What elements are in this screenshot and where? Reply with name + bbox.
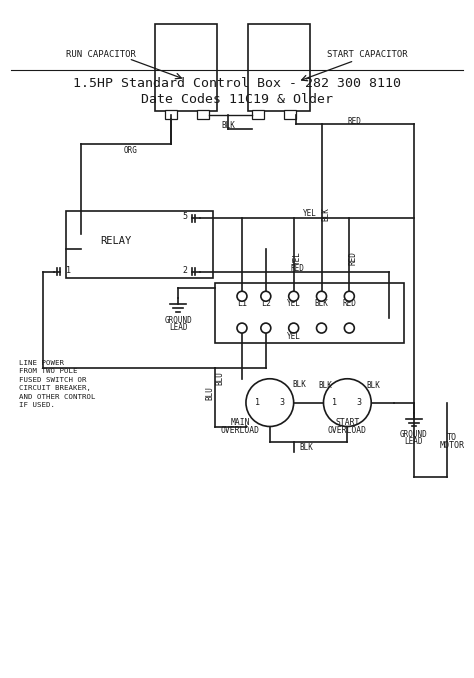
Text: BLU: BLU — [206, 386, 215, 399]
Bar — [252, 111, 264, 119]
Text: START CAPACITOR: START CAPACITOR — [327, 50, 408, 59]
Text: RUN CAPACITOR: RUN CAPACITOR — [66, 50, 136, 59]
Bar — [248, 24, 310, 111]
Bar — [284, 111, 296, 119]
Text: MAIN: MAIN — [230, 418, 250, 427]
Text: TO: TO — [447, 433, 457, 442]
Text: L2: L2 — [261, 299, 271, 308]
Text: BLK: BLK — [300, 443, 313, 452]
Text: L1: L1 — [237, 299, 247, 308]
Circle shape — [237, 323, 247, 333]
Circle shape — [246, 379, 294, 426]
Circle shape — [345, 292, 354, 301]
Text: Date Codes 11C19 & Older: Date Codes 11C19 & Older — [141, 93, 333, 106]
Text: 5: 5 — [183, 212, 188, 221]
Text: OVERLOAD: OVERLOAD — [328, 426, 367, 435]
Text: LINE POWER
FROM TWO POLE
FUSED SWITCH OR
CIRCUIT BREAKER,
AND OTHER CONTROL
IF U: LINE POWER FROM TWO POLE FUSED SWITCH OR… — [19, 360, 96, 408]
Text: YEL: YEL — [287, 332, 301, 340]
Text: RED: RED — [349, 252, 358, 265]
Text: LEAD: LEAD — [405, 437, 423, 446]
Text: RELAY: RELAY — [100, 235, 131, 245]
Bar — [197, 111, 209, 119]
Text: BLK: BLK — [319, 381, 332, 391]
Bar — [165, 111, 177, 119]
Bar — [66, 211, 213, 279]
Circle shape — [261, 292, 271, 301]
Text: RED: RED — [342, 299, 356, 308]
Text: ORG: ORG — [124, 146, 137, 155]
Text: BLK: BLK — [221, 121, 235, 129]
Text: RED: RED — [347, 117, 361, 126]
Text: 1.5HP Standard Control Box - 282 300 8110: 1.5HP Standard Control Box - 282 300 811… — [73, 77, 401, 90]
Bar — [155, 24, 217, 111]
Circle shape — [317, 323, 327, 333]
Text: BLK: BLK — [292, 380, 307, 389]
Text: START: START — [335, 418, 360, 427]
Text: GROUND: GROUND — [164, 316, 192, 325]
Text: LEAD: LEAD — [169, 323, 188, 332]
Bar — [215, 283, 404, 343]
Text: 1    3: 1 3 — [332, 398, 362, 407]
Text: BLK: BLK — [315, 299, 328, 308]
Circle shape — [289, 292, 299, 301]
Circle shape — [317, 292, 327, 301]
Circle shape — [237, 292, 247, 301]
Circle shape — [261, 323, 271, 333]
Text: OVERLOAD: OVERLOAD — [220, 426, 259, 435]
Circle shape — [323, 379, 371, 426]
Circle shape — [289, 323, 299, 333]
Circle shape — [345, 323, 354, 333]
Text: YEL: YEL — [302, 210, 317, 218]
Text: 2: 2 — [183, 266, 188, 275]
Text: GROUND: GROUND — [400, 430, 428, 439]
Text: BLK: BLK — [321, 207, 330, 220]
Text: RED: RED — [291, 264, 305, 273]
Text: BLU: BLU — [216, 371, 225, 384]
Text: MOTOR: MOTOR — [439, 441, 464, 450]
Text: BLK: BLK — [366, 381, 380, 391]
Text: YEL: YEL — [293, 252, 302, 265]
Text: 1    3: 1 3 — [255, 398, 285, 407]
Text: YEL: YEL — [287, 299, 301, 308]
Text: 1: 1 — [66, 266, 72, 275]
